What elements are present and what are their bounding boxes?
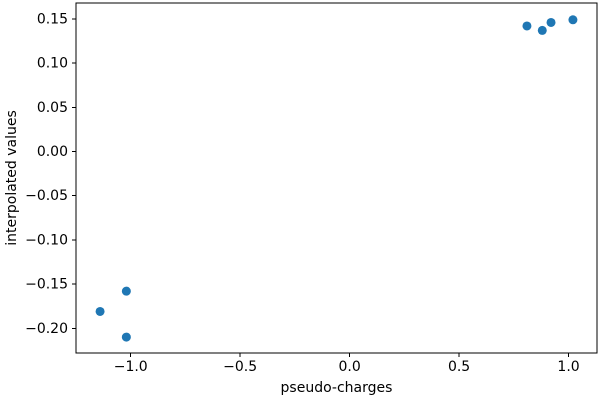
data-point	[522, 21, 532, 31]
y-tick-label: 0.10	[37, 56, 68, 72]
y-tick-label: 0.05	[37, 100, 68, 116]
plot-layer: −1.0 −0.5 0.0 0.5 1.0 0.15 0.10 0.05 0.00 −0.05 −0…	[25, 2, 598, 375]
y-tick-label: −0.05	[25, 188, 68, 204]
y-tick-label: −0.15	[25, 277, 68, 293]
data-point	[568, 15, 578, 25]
x-tick-label: −0.5	[223, 359, 257, 375]
y-tick-label: −0.10	[25, 232, 68, 248]
x-axis-label: pseudo-charges	[281, 380, 393, 396]
x-tick-label: 0.0	[339, 359, 361, 375]
plot-border	[75, 2, 598, 354]
data-point	[546, 17, 556, 27]
x-tick-label: 0.5	[448, 359, 470, 375]
x-tick-label: 1.0	[557, 359, 579, 375]
data-point	[537, 25, 547, 35]
data-point	[95, 306, 105, 316]
y-tick-label: 0.15	[37, 11, 68, 27]
data-point	[121, 332, 131, 342]
x-tick-label: −1.0	[114, 359, 148, 375]
data-point	[121, 286, 131, 296]
y-axis-label: interpolated values	[4, 110, 20, 246]
y-tick-label: −0.20	[25, 321, 68, 337]
y-tick-label: 0.00	[37, 144, 68, 160]
